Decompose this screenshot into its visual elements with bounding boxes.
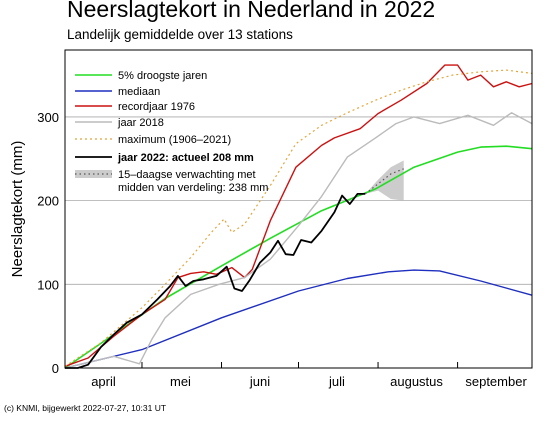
y-tick-label: 200 xyxy=(37,194,59,209)
series-line-y2022 xyxy=(65,192,366,369)
forecast-band xyxy=(365,160,404,201)
y-tick-label: 0 xyxy=(52,361,59,376)
legend-label-y2018: jaar 2018 xyxy=(117,117,164,129)
chart-subtitle: Landelijk gemiddelde over 13 stations xyxy=(67,27,293,42)
legend-label-rec1976: recordjaar 1976 xyxy=(118,101,195,113)
chart-plot: 0 100 200 300 april mei juni juli augustus septem… xyxy=(9,49,533,389)
x-tick-label: mei xyxy=(170,374,191,389)
series-line-max xyxy=(64,69,533,367)
series-line-rec1976 xyxy=(64,64,533,367)
series-line-median xyxy=(64,269,533,369)
legend: 5% droogste jaren mediaan recordjaar 1976 j… xyxy=(75,70,268,194)
legend-label-max: maximum (1906–2021) xyxy=(118,134,231,146)
legend-label-forecast: 15–daagse verwachting met midden van verd… xyxy=(118,169,268,194)
x-tick-label: april xyxy=(91,374,116,389)
chart-footer: (c) KNMI, bijgewerkt 2022-07-27, 10:31 U… xyxy=(4,403,167,413)
legend-label-median: mediaan xyxy=(118,86,160,98)
x-tick-label: juni xyxy=(249,374,270,389)
x-tick-label: augustus xyxy=(390,374,443,389)
legend-label-y2022: jaar 2022: actueel 208 mm xyxy=(117,152,254,164)
legend-label-p5: 5% droogste jaren xyxy=(118,70,207,82)
y-tick-label: 300 xyxy=(37,110,59,125)
series-line-y2018 xyxy=(64,112,533,369)
y-axis-label: Neerslagtekort (mm) xyxy=(9,141,26,278)
x-tick-label: juli xyxy=(328,374,345,389)
y-tick-label: 100 xyxy=(37,277,59,292)
chart-title: Neerslagtekort in Nederland in 2022 xyxy=(67,0,436,22)
x-tick-label: september xyxy=(465,374,527,389)
